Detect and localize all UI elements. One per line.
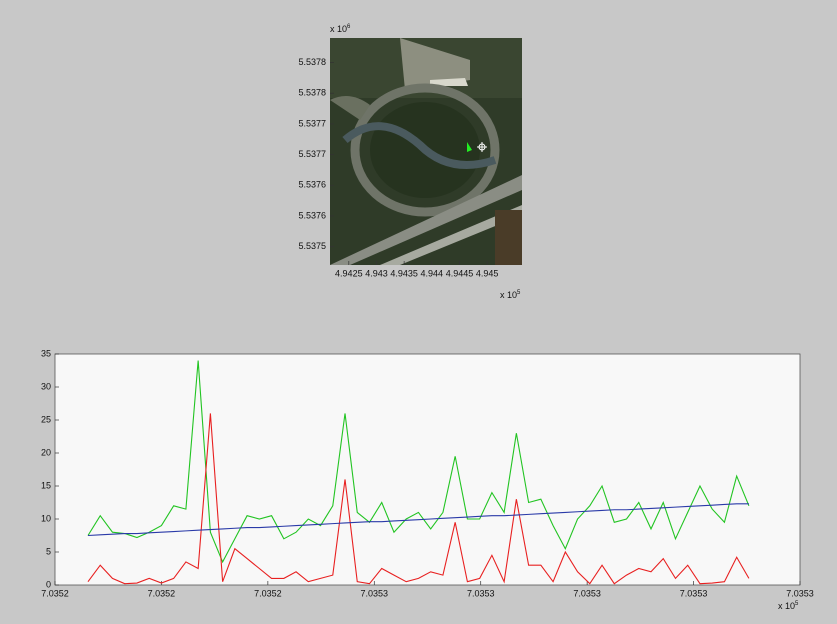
x-tick-label: 7.0352: [148, 588, 176, 598]
y-tick-label: 5.5378: [298, 88, 326, 98]
x-tick-label: 4.944: [421, 268, 444, 278]
x-tick-label: 7.0352: [254, 588, 282, 598]
y-tick-label: 5: [46, 546, 51, 556]
x-tick-label: 4.9435: [390, 268, 418, 278]
y-tick-label: 10: [41, 513, 51, 523]
x-tick-label: 4.9425: [335, 268, 363, 278]
y-tick-label: 5.5376: [298, 180, 326, 190]
x-tick-label: 4.9445: [446, 268, 474, 278]
multiplier-base: x 10: [500, 290, 517, 300]
y-tick-label: 15: [41, 480, 51, 490]
x-tick-label: 7.0353: [361, 588, 389, 598]
plot-area: [55, 354, 800, 585]
x-tick-label: 7.0352: [41, 588, 69, 598]
y-tick-label: 5.5377: [298, 149, 326, 159]
aerial-image: [330, 38, 522, 265]
x-tick-label: 7.0353: [467, 588, 495, 598]
y-tick-label: 5.5375: [298, 241, 326, 251]
multiplier-base: x 10: [778, 601, 795, 611]
x-tick-label: 7.0353: [573, 588, 601, 598]
multiplier-base: x 10: [330, 24, 347, 34]
y-tick-label: 35: [41, 348, 51, 358]
x-tick-label: 7.0353: [680, 588, 708, 598]
x-tick-label: 7.0353: [786, 588, 814, 598]
figure: 5.5378 5.5378 5.5377 5.5377 5.5376 5.5376 5.53…: [0, 0, 837, 624]
y-tick-label: 5.5378: [298, 57, 326, 67]
x-tick-label: 4.943: [365, 268, 388, 278]
y-tick-label: 30: [41, 381, 51, 391]
y-tick-label: 5.5377: [298, 118, 326, 128]
page: 5.5378 5.5378 5.5377 5.5377 5.5376 5.5376 5.53…: [0, 0, 837, 624]
x-tick-label: 4.945: [476, 268, 499, 278]
y-tick-label: 5.5376: [298, 210, 326, 220]
y-tick-label: 25: [41, 414, 51, 424]
y-tick-label: 20: [41, 447, 51, 457]
